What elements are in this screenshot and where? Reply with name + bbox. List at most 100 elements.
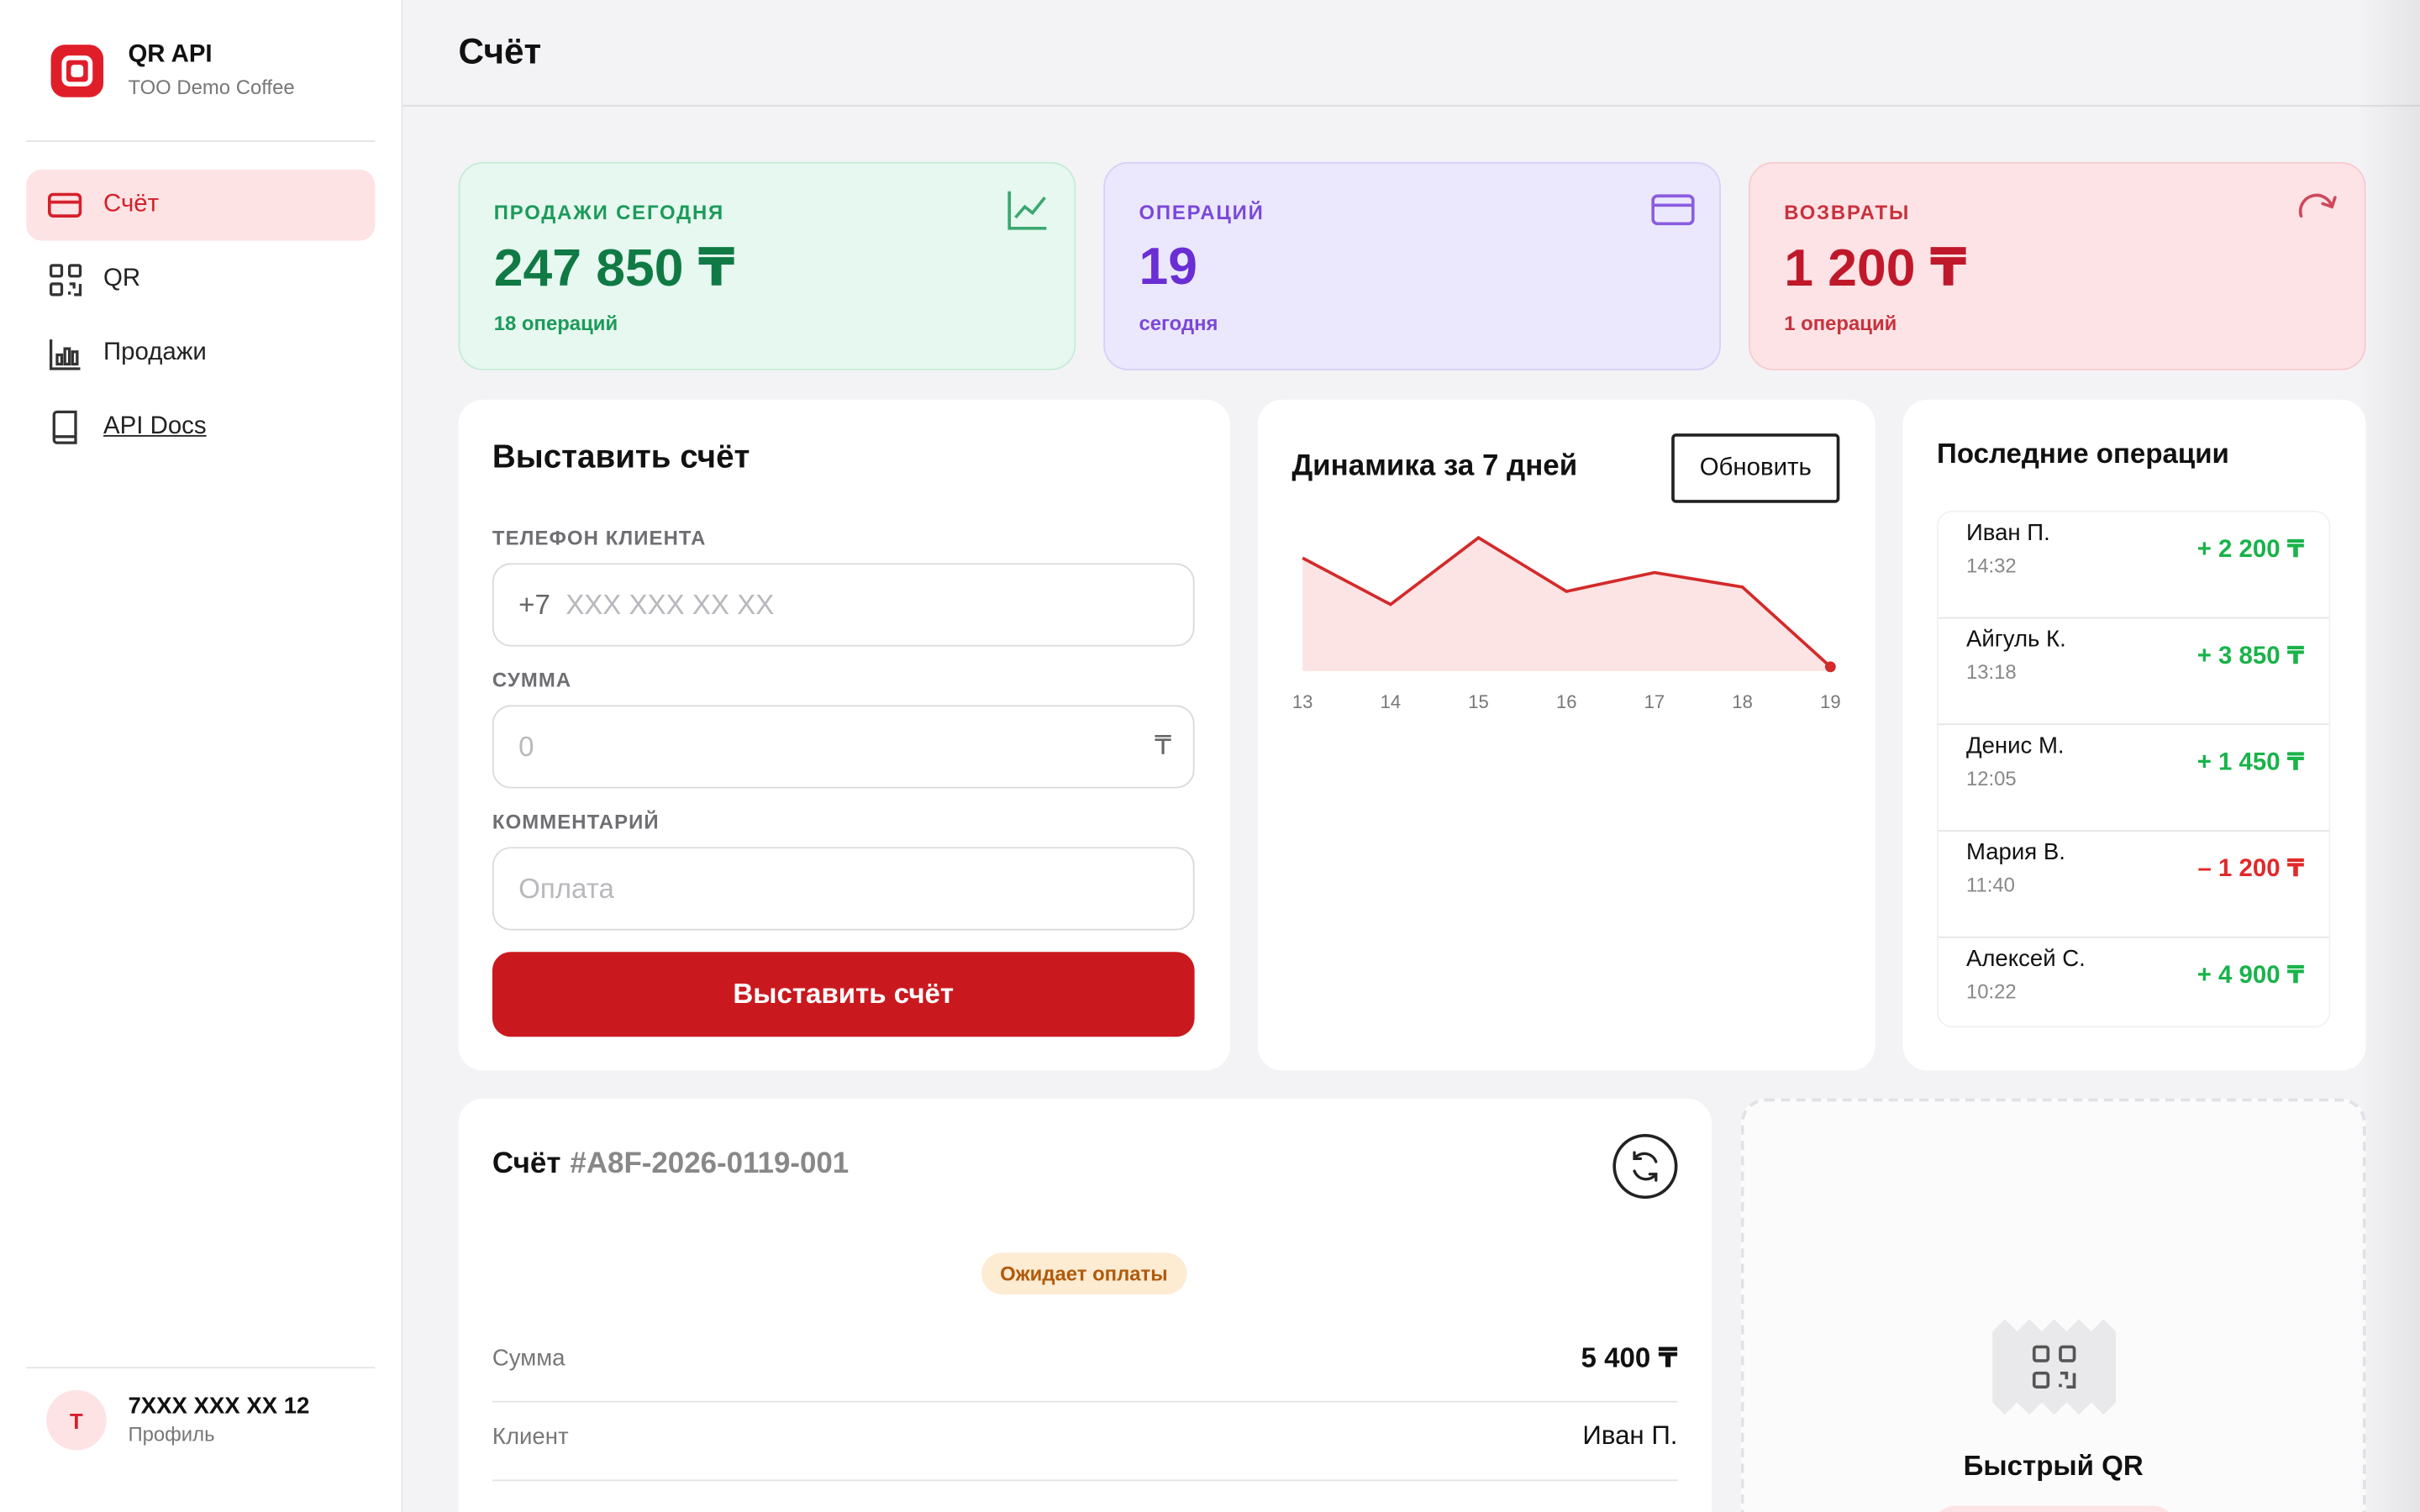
operations-list: Иван П. 14:32 + 2 200 ₸ Айгуль К. 13:18 … (1937, 510, 2331, 1028)
chart-tick-label: 17 (1644, 691, 1665, 712)
stat-label: ОПЕРАЦИЙ (1139, 200, 1265, 224)
stat-sub: сегодня (1139, 312, 1218, 335)
operations-card: Последние операции Иван П. 14:32 + 2 200… (1902, 399, 2366, 1071)
operation-name: Алексей С. (1965, 945, 2086, 973)
comment-input[interactable]: Оплата (492, 847, 1195, 931)
invoice-detail-card: Счёт #A8F-2026-0119-001 Ожидает оплаты Су… (458, 1098, 1712, 1512)
operation-time: 14:32 (1965, 554, 2017, 577)
book-icon (48, 410, 82, 444)
chart-tick-label: 14 (1381, 691, 1402, 712)
amount-placeholder: 0 (518, 730, 534, 762)
chart-tick-label: 13 (1292, 691, 1313, 712)
phone-label: ТЕЛЕФОН КЛИЕНТА (492, 526, 707, 549)
operation-amount: + 1 450 ₸ (2196, 749, 2305, 776)
invoice-form-card: Выставить счёт ТЕЛЕФОН КЛИЕНТА +7 XXX XX… (458, 399, 1230, 1071)
operation-name: Денис М. (1965, 732, 2065, 759)
operation-row[interactable]: Мария В. 11:40 – 1 200 ₸ (1938, 832, 2329, 938)
operation-amount: + 2 200 ₸ (2196, 537, 2305, 564)
sidebar-nav: Счёт QR Продажи API Docs (26, 170, 376, 466)
operation-row[interactable]: Денис М. 12:05 + 1 450 ₸ (1938, 725, 2329, 832)
refresh-chart-button[interactable]: Обновить (1671, 433, 1840, 503)
comment-label: КОММЕНТАРИЙ (492, 810, 660, 833)
sidebar-item-label: QR (103, 265, 141, 292)
operation-row[interactable]: Алексей С. 10:22 + 4 900 ₸ (1939, 938, 2329, 1026)
sidebar-item-label: Счёт (103, 191, 160, 218)
operation-amount: – 1 200 ₸ (2197, 856, 2305, 883)
right-edge-shadow (2358, 0, 2420, 1512)
stat-sub: 18 операций (493, 312, 618, 335)
chart-tick-label: 18 (1732, 691, 1753, 712)
profile[interactable]: T 7XXX XXX XX 12 Профиль (46, 1389, 310, 1451)
operation-amount: + 4 900 ₸ (2196, 963, 2305, 990)
stat-value: 1 200 ₸ (1784, 239, 1967, 298)
qr-icon (48, 262, 82, 296)
refresh-status-button[interactable] (1612, 1133, 1678, 1200)
submit-invoice-button[interactable]: Выставить счёт (492, 952, 1195, 1037)
chart-area (1302, 538, 1831, 671)
qr-icon (1992, 1319, 2117, 1415)
stat-value: 19 (1139, 237, 1197, 297)
sales-chart: 13 14 15 16 17 18 19 (1292, 535, 1841, 712)
profile-label: Профиль (128, 1422, 215, 1446)
operation-time: 13:18 (1965, 660, 2017, 684)
stat-label: ПРОДАЖИ СЕГОДНЯ (493, 200, 725, 224)
chart-tick-label: 16 (1556, 691, 1577, 712)
sidebar-item-invoice[interactable]: Счёт (26, 170, 376, 241)
stat-sub: 1 операций (1784, 312, 1897, 335)
detail-value: 5 400 ₸ (1581, 1341, 1678, 1373)
refresh-icon (1633, 1151, 1658, 1182)
quick-qr-card[interactable]: Быстрый QR (1740, 1098, 2366, 1512)
chart-tick-label: 15 (1468, 691, 1489, 712)
phone-input[interactable]: +7 XXX XXX XX XX (492, 563, 1195, 647)
stat-card-sales: ПРОДАЖИ СЕГОДНЯ 247 850 ₸ 18 операций (458, 161, 1076, 370)
phone-prefix: +7 (518, 588, 550, 620)
trend-icon (1007, 188, 1050, 231)
sidebar-item-label: Продажи (103, 339, 207, 366)
amount-input[interactable]: 0 ₸ (492, 705, 1195, 789)
chart-point (1824, 661, 1836, 673)
operation-name: Иван П. (1965, 519, 2050, 547)
operation-name: Мария В. (1965, 839, 2065, 866)
avatar: T (46, 1389, 107, 1451)
comment-placeholder: Оплата (518, 872, 614, 904)
brand[interactable]: QR API TOO Demo Coffee (50, 40, 295, 102)
invoice-detail-label: Счёт (492, 1147, 561, 1181)
chart-title: Динамика за 7 дней (1292, 450, 1578, 483)
invoice-detail-title: Счёт #A8F-2026-0119-001 (492, 1148, 849, 1182)
logo-icon (50, 45, 104, 97)
detail-row-client: Клиент Иван П. (492, 1403, 1678, 1482)
sidebar-item-label: API Docs (103, 413, 207, 440)
sidebar-item-api-docs[interactable]: API Docs (26, 392, 375, 463)
brand-subtitle: TOO Demo Coffee (128, 75, 295, 99)
sidebar-item-sales[interactable]: Продажи (26, 318, 375, 388)
stat-card-operations: ОПЕРАЦИЙ 19 сегодня (1103, 161, 1721, 370)
card-icon (1651, 188, 1695, 231)
operations-title: Последние операции (1937, 438, 2229, 470)
operation-time: 10:22 (1965, 979, 2017, 1003)
detail-key: Клиент (492, 1424, 569, 1451)
invoice-form-title: Выставить счёт (492, 439, 750, 475)
chart-tick-label: 19 (1820, 691, 1841, 712)
invoice-number: #A8F-2026-0119-001 (570, 1147, 850, 1181)
quick-qr-button[interactable] (1932, 1505, 2176, 1512)
stat-card-refunds: ВОЗВРАТЫ 1 200 ₸ 1 операций (1748, 161, 2366, 370)
quick-qr-title: Быстрый QR (1963, 1450, 2144, 1482)
operation-name: Айгуль К. (1965, 626, 2066, 653)
page-title: Счёт (458, 30, 542, 71)
card-icon (47, 188, 82, 222)
sidebar-divider-bottom (26, 1367, 376, 1369)
currency-suffix: ₸ (1155, 731, 1172, 761)
sidebar-item-qr[interactable]: QR (26, 244, 375, 314)
amount-label: СУММА (492, 668, 572, 691)
status-badge: Ожидает оплаты (981, 1252, 1186, 1294)
sidebar: QR API TOO Demo Coffee Счёт QR (0, 0, 403, 1512)
header: Счёт (402, 0, 2420, 107)
stat-label: ВОЗВРАТЫ (1784, 200, 1911, 224)
phone-placeholder: XXX XXX XX XX (566, 588, 775, 620)
profile-phone: 7XXX XXX XX 12 (128, 1393, 310, 1420)
redo-icon (2296, 188, 2339, 231)
operation-row[interactable]: Айгуль К. 13:18 + 3 850 ₸ (1938, 619, 2329, 726)
operation-row[interactable]: Иван П. 14:32 + 2 200 ₸ (1938, 512, 2329, 619)
detail-row-amount: Сумма 5 400 ₸ (492, 1324, 1678, 1403)
operation-amount: + 3 850 ₸ (2196, 643, 2305, 670)
